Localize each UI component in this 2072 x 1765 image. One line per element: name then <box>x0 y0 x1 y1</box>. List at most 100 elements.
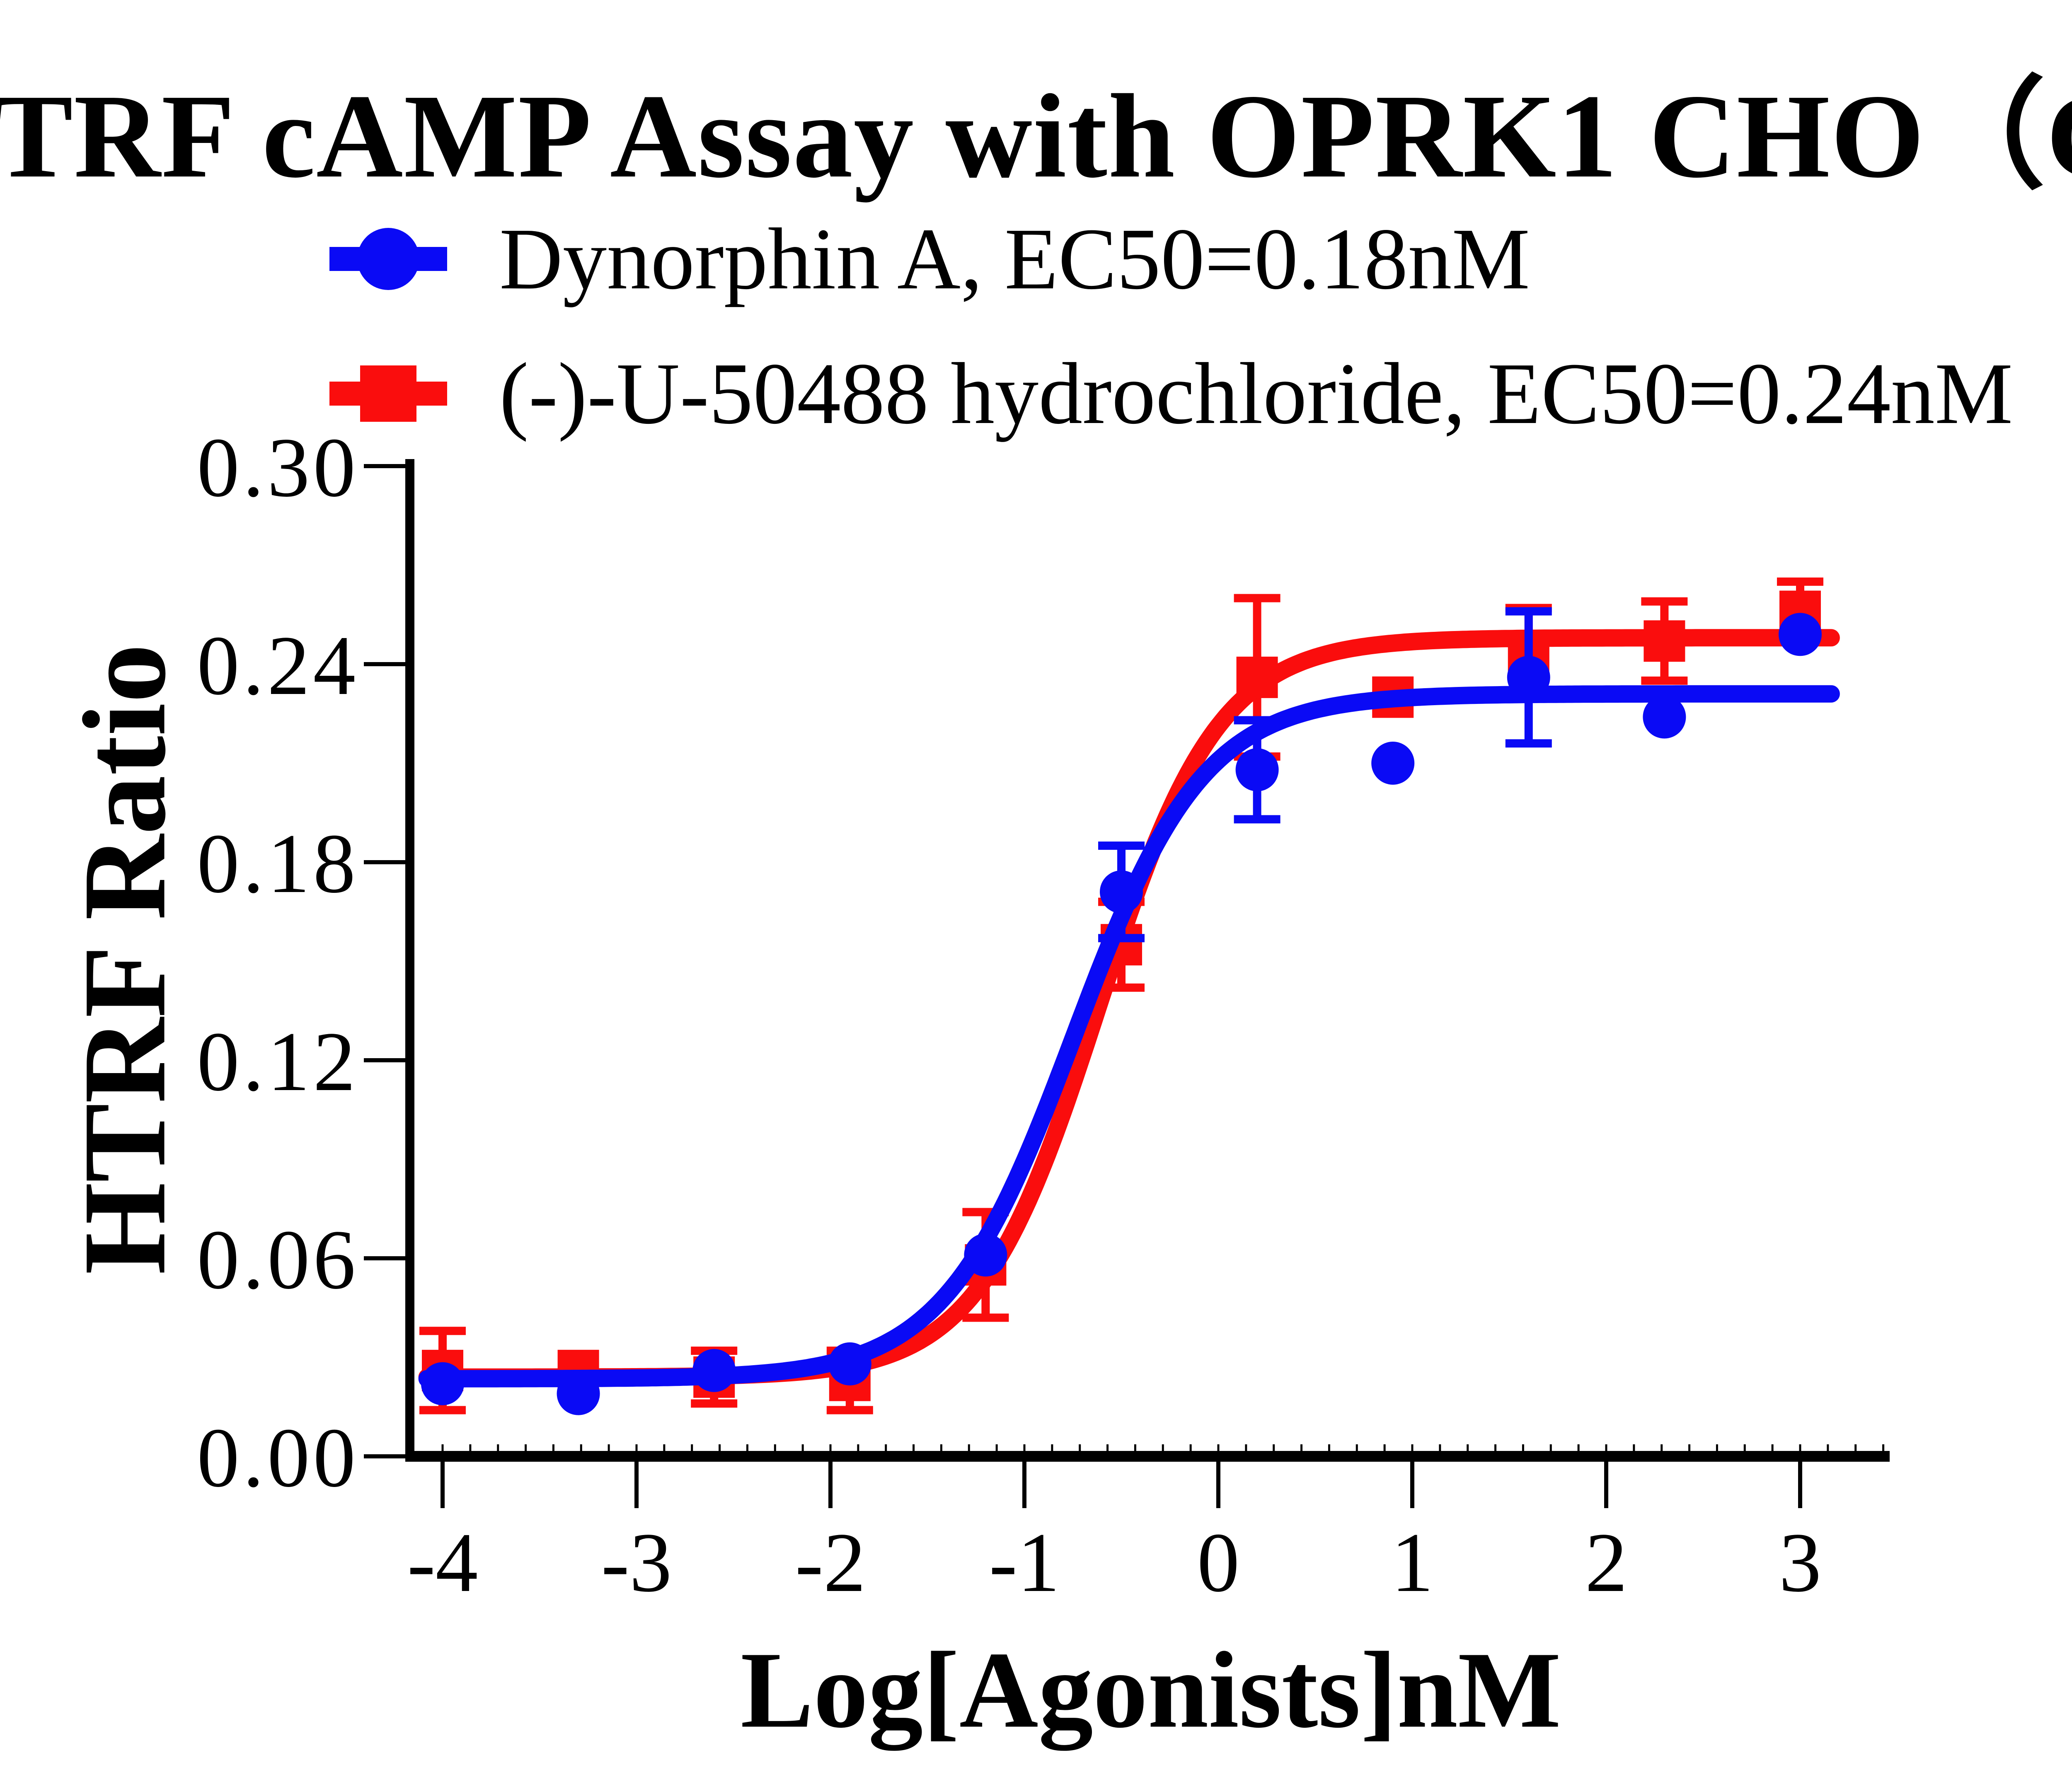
x-minor-tick <box>1383 1444 1386 1451</box>
x-minor-tick <box>1716 1444 1718 1451</box>
y-tick-label: 0.12 <box>197 1015 359 1109</box>
x-minor-tick <box>857 1444 859 1451</box>
x-minor-tick <box>663 1444 666 1451</box>
x-minor-tick <box>580 1444 582 1451</box>
x-tick-label: 0 <box>1197 1516 1240 1610</box>
x-tick-label: 1 <box>1391 1516 1434 1610</box>
x-minor-tick <box>1023 1444 1026 1451</box>
x-minor-tick <box>1854 1444 1857 1451</box>
x-minor-tick <box>1661 1444 1663 1451</box>
x-tick <box>828 1462 833 1508</box>
legend-marker-square-icon <box>329 344 447 443</box>
x-minor-tick <box>1300 1444 1303 1451</box>
x-minor-tick <box>1467 1444 1469 1451</box>
x-minor-tick <box>1245 1444 1247 1451</box>
x-tick <box>1604 1462 1608 1508</box>
x-tick <box>1798 1462 1802 1508</box>
x-minor-tick <box>1106 1444 1109 1451</box>
data-point-circle <box>692 1349 736 1392</box>
x-minor-tick <box>1051 1444 1053 1451</box>
x-minor-tick <box>1356 1444 1358 1451</box>
x-minor-tick <box>1688 1444 1691 1451</box>
data-point-circle <box>1779 613 1822 656</box>
x-tick <box>634 1462 639 1508</box>
x-axis-title: Log[Agonists]nM <box>740 1630 1561 1751</box>
x-minor-tick <box>1411 1444 1414 1451</box>
data-point-circle <box>1371 741 1415 785</box>
data-point-square <box>1644 620 1685 662</box>
x-minor-tick <box>719 1444 721 1451</box>
x-tick-label: 3 <box>1779 1516 1822 1610</box>
y-tick <box>364 1256 405 1260</box>
x-axis-line <box>405 1451 1890 1462</box>
x-minor-tick <box>913 1444 915 1451</box>
x-minor-tick <box>1605 1444 1607 1451</box>
data-point-circle <box>421 1362 464 1405</box>
data-point-circle <box>1643 695 1686 739</box>
x-minor-tick <box>525 1444 527 1451</box>
data-point-circle <box>964 1233 1007 1277</box>
x-minor-tick <box>1827 1444 1829 1451</box>
x-minor-tick <box>1549 1444 1552 1451</box>
y-tick <box>364 1454 405 1458</box>
y-tick <box>364 1058 405 1062</box>
legend-label: (-)-U-50488 hydrochloride, EC50=0.24nM <box>499 345 2013 442</box>
x-minor-tick <box>1743 1444 1746 1451</box>
x-tick <box>1022 1462 1026 1508</box>
x-minor-tick <box>552 1444 554 1451</box>
data-point-circle <box>1100 870 1143 914</box>
y-tick-label: 0.06 <box>197 1213 359 1307</box>
y-tick-label: 0.00 <box>197 1411 359 1505</box>
x-tick-label: -4 <box>407 1516 478 1610</box>
x-minor-tick <box>1771 1444 1774 1451</box>
fit-curve <box>418 629 1840 1386</box>
data-point-circle <box>557 1372 600 1415</box>
x-minor-tick <box>1882 1444 1885 1451</box>
x-tick <box>1410 1462 1414 1508</box>
x-minor-tick <box>940 1444 942 1451</box>
y-tick-label: 0.18 <box>197 817 359 911</box>
legend-marker-circle-icon <box>329 209 447 309</box>
x-minor-tick <box>1273 1444 1275 1451</box>
x-minor-tick <box>746 1444 748 1451</box>
x-tick-label: -3 <box>601 1516 672 1610</box>
x-minor-tick <box>1577 1444 1580 1451</box>
x-minor-tick <box>995 1444 998 1451</box>
data-point-square <box>1236 656 1278 698</box>
x-minor-tick <box>1633 1444 1635 1451</box>
y-axis-title: HTRF Ratio <box>58 643 190 1275</box>
x-minor-tick <box>1494 1444 1497 1451</box>
x-minor-tick <box>497 1444 499 1451</box>
x-minor-tick <box>1522 1444 1524 1451</box>
x-minor-tick <box>1134 1444 1136 1451</box>
y-tick <box>364 662 405 666</box>
x-tick <box>1216 1462 1220 1508</box>
x-minor-tick <box>885 1444 887 1451</box>
x-minor-tick <box>1162 1444 1164 1451</box>
x-tick <box>441 1462 445 1508</box>
x-minor-tick <box>1189 1444 1192 1451</box>
x-minor-tick <box>608 1444 610 1451</box>
fit-curve <box>418 685 1840 1388</box>
x-tick-label: -2 <box>795 1516 866 1610</box>
x-minor-tick <box>801 1444 804 1451</box>
y-tick <box>364 860 405 864</box>
y-axis-line <box>405 459 414 1462</box>
x-minor-tick <box>829 1444 832 1451</box>
x-minor-tick <box>1439 1444 1441 1451</box>
x-minor-tick <box>968 1444 970 1451</box>
data-point-circle <box>1507 655 1550 699</box>
data-point-circle <box>828 1342 871 1385</box>
y-tick-label: 0.24 <box>197 619 359 713</box>
x-minor-tick <box>691 1444 693 1451</box>
data-point-circle <box>1235 748 1279 791</box>
x-minor-tick <box>1328 1444 1330 1451</box>
x-minor-tick <box>469 1444 472 1451</box>
x-minor-tick <box>1799 1444 1801 1451</box>
x-minor-tick <box>1217 1444 1220 1451</box>
x-tick-label: -1 <box>989 1516 1060 1610</box>
x-minor-tick <box>774 1444 776 1451</box>
x-minor-tick <box>635 1444 638 1451</box>
